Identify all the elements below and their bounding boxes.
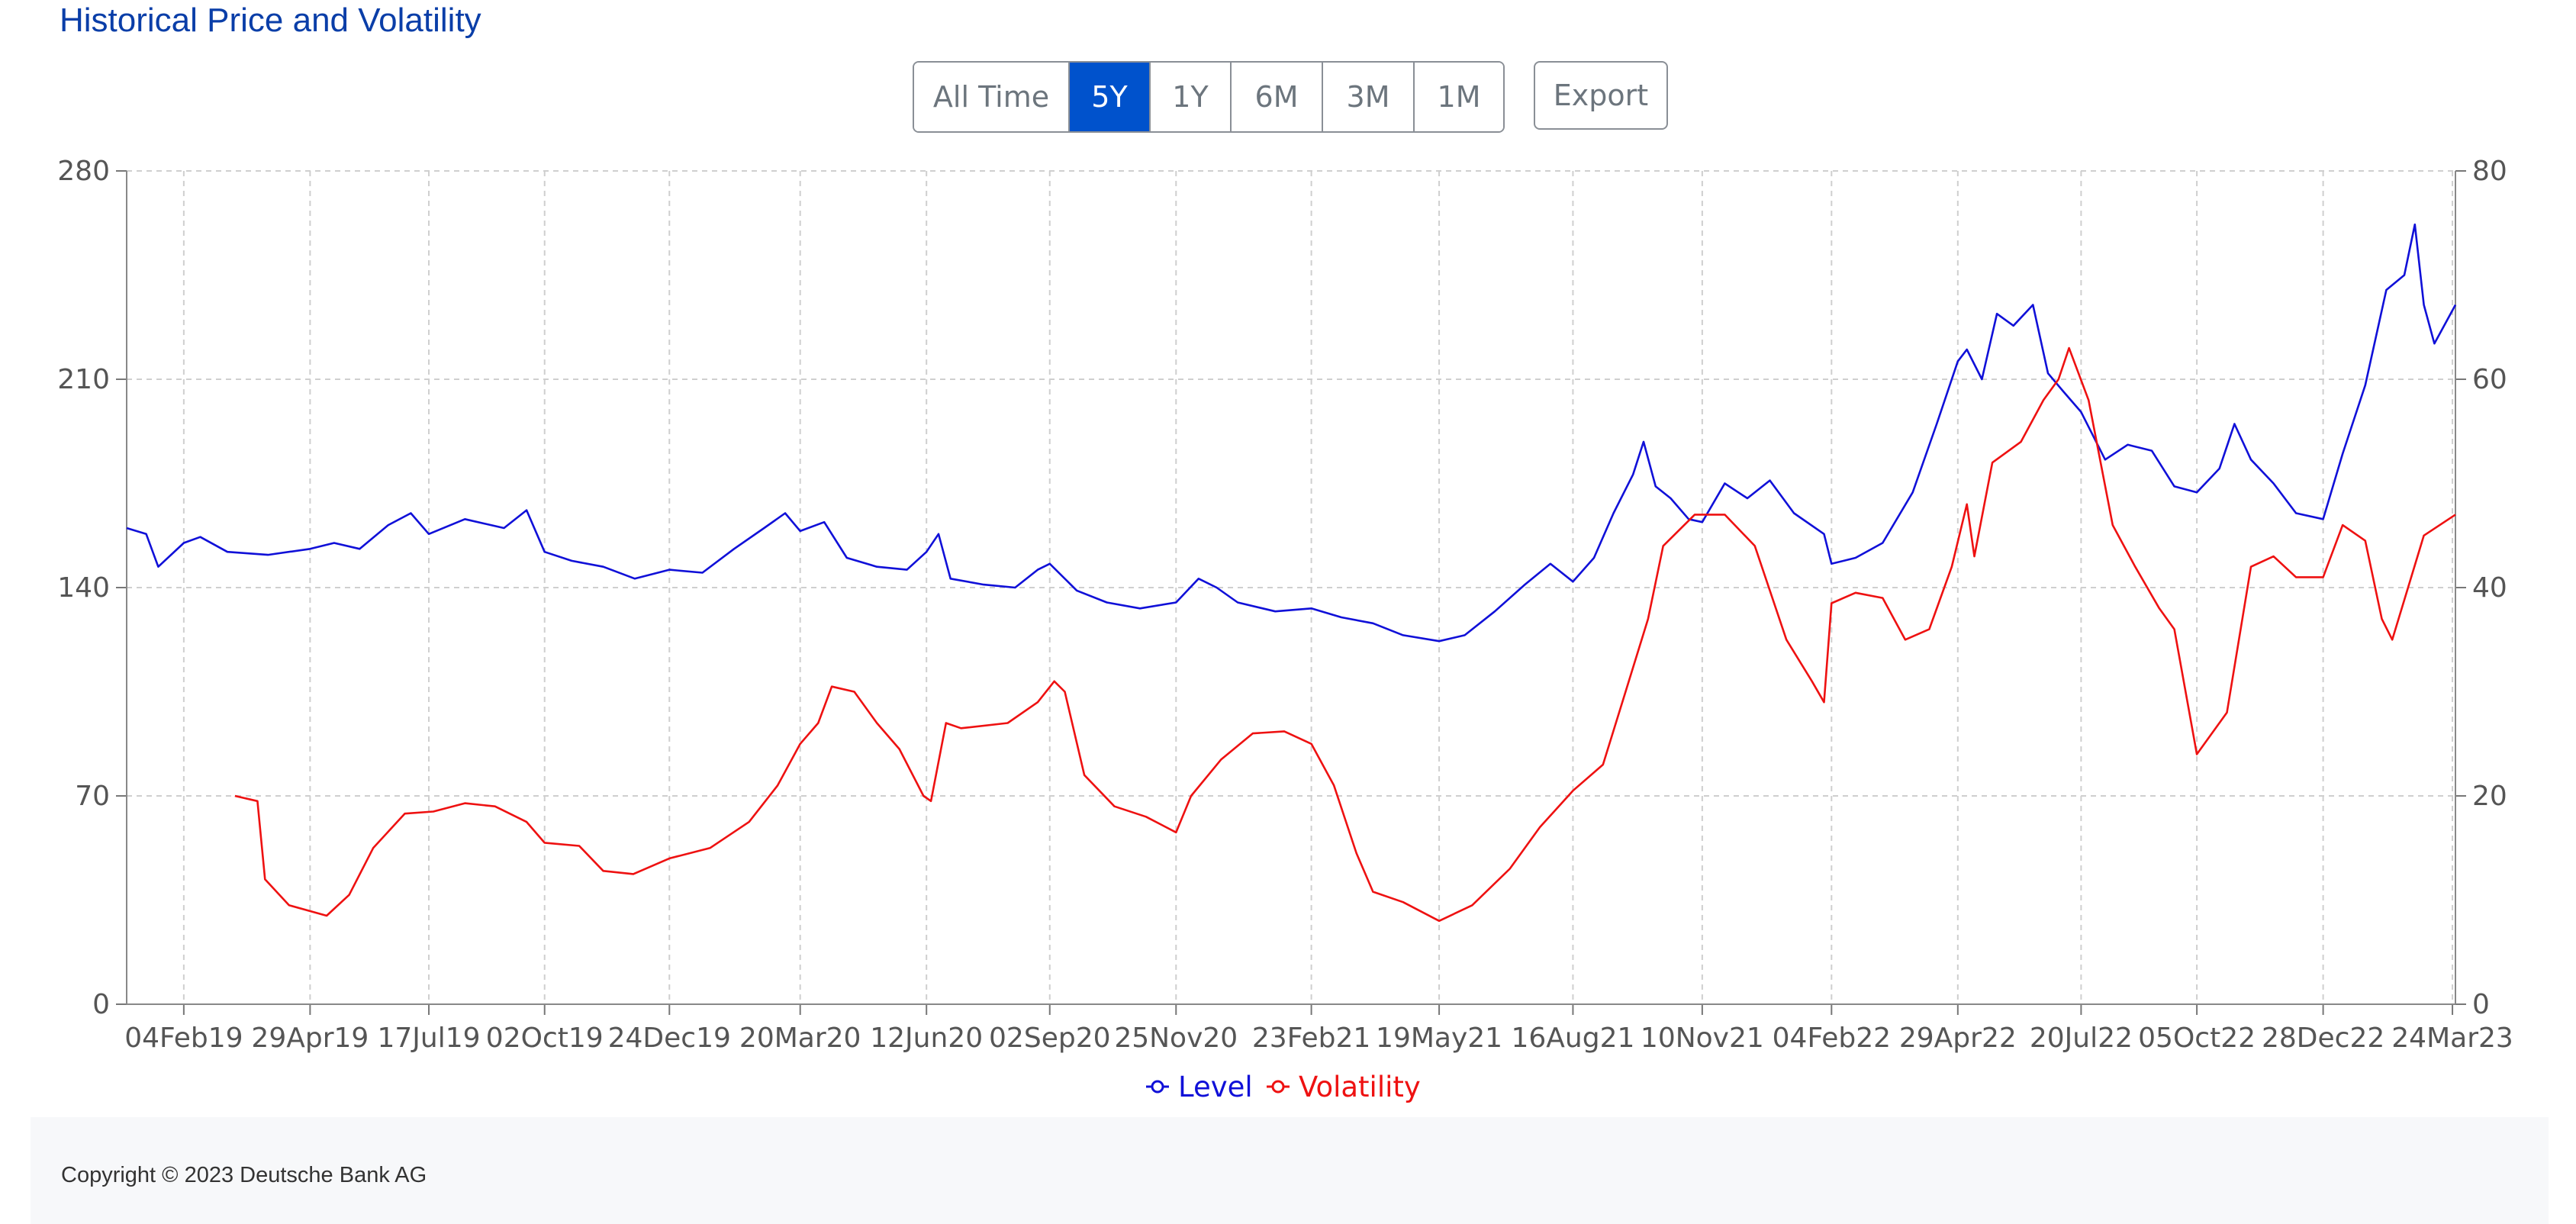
x-tick-label: 24Dec19 <box>608 1023 731 1054</box>
y-left-tick-label: 210 <box>57 364 110 395</box>
price-volatility-chart: 0 70 140 210 280 0 20 40 60 80 04Feb19 29Apr19 17Jul… <box>57 156 2513 1103</box>
series-line-level <box>126 223 2457 643</box>
x-tick-label: 04Feb19 <box>124 1023 243 1054</box>
x-tick-label: 28Dec22 <box>2262 1023 2384 1054</box>
page-title: Historical Price and Volatility <box>60 2 481 39</box>
x-tick-label: 04Feb22 <box>1773 1023 1891 1054</box>
series-line-volatility <box>234 346 2456 923</box>
x-tick-label: 12Jun20 <box>870 1023 983 1054</box>
y-left-tick-label: 0 <box>92 989 110 1020</box>
legend-label-level: Level <box>1178 1071 1253 1103</box>
y-right-tick-label: 0 <box>2472 989 2490 1020</box>
y-right-tick-label: 20 <box>2472 781 2507 812</box>
x-tick-label: 20Mar20 <box>739 1023 861 1054</box>
range-3m-button[interactable]: 3M <box>1323 63 1415 131</box>
x-tick-label: 24Mar23 <box>2391 1023 2513 1054</box>
range-1m-button[interactable]: 1M <box>1415 63 1503 131</box>
x-tick-label: 29Apr22 <box>1899 1023 2017 1054</box>
range-5y-button[interactable]: 5Y <box>1070 63 1151 131</box>
x-tick-label: 25Nov20 <box>1114 1023 1238 1054</box>
x-tick-label: 19May21 <box>1376 1023 1502 1054</box>
x-tick-label: 17Jul19 <box>377 1023 480 1054</box>
x-tick-label: 02Sep20 <box>989 1023 1110 1054</box>
y-right-tick-label: 80 <box>2472 156 2507 187</box>
x-tick-label: 10Nov21 <box>1641 1023 1764 1054</box>
x-tick-label: 05Oct22 <box>2138 1023 2256 1054</box>
y-right-tick-label: 60 <box>2472 364 2507 395</box>
range-1y-button[interactable]: 1Y <box>1151 63 1232 131</box>
legend-label-volatility: Volatility <box>1299 1071 1421 1103</box>
y-left-tick-label: 70 <box>75 781 110 812</box>
footer: Copyright © 2023 Deutsche Bank AG <box>31 1117 2549 1224</box>
x-tick-label: 16Aug21 <box>1511 1023 1634 1054</box>
legend-marker-level <box>1151 1080 1164 1094</box>
x-tick-label: 02Oct19 <box>486 1023 604 1054</box>
y-left-tick-label: 280 <box>57 156 110 187</box>
y-left-tick-label: 140 <box>57 572 110 604</box>
export-button[interactable]: Export <box>1534 61 1668 130</box>
copyright-text: Copyright © 2023 Deutsche Bank AG <box>61 1163 427 1187</box>
range-6m-button[interactable]: 6M <box>1232 63 1323 131</box>
legend-marker-volatility <box>1271 1080 1285 1094</box>
x-tick-label: 29Apr19 <box>251 1023 369 1054</box>
time-range-selector: All Time 5Y 1Y 6M 3M 1M <box>913 61 1505 133</box>
x-tick-label: 23Feb21 <box>1252 1023 1370 1054</box>
range-all-time-button[interactable]: All Time <box>914 63 1070 131</box>
x-tick-label: 20Jul22 <box>2030 1023 2133 1054</box>
y-right-tick-label: 40 <box>2472 572 2507 604</box>
